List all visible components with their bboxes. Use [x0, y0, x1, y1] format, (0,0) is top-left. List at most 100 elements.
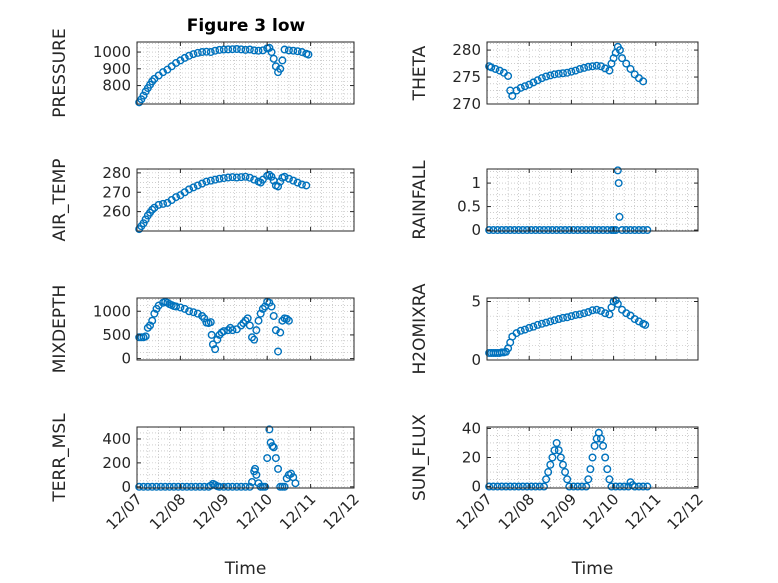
y-tick-label: 1 — [471, 174, 481, 192]
data-point — [211, 46, 220, 55]
subplot-mixdepth: 0 500 1000 MIXDEPTH — [50, 285, 355, 373]
data-point — [601, 453, 610, 462]
data-point — [148, 482, 157, 491]
data-point — [207, 330, 216, 339]
subplot-terr_msl: 0 200 400 12/07 12/08 12/09 12/10 12/11 12/12 TER… — [50, 413, 363, 579]
data-point — [141, 215, 150, 224]
data-point — [537, 319, 546, 328]
data-point — [228, 173, 237, 182]
data-point — [643, 482, 652, 491]
data-point — [485, 226, 494, 235]
data-point — [302, 181, 311, 190]
data-point — [512, 329, 521, 338]
data-point — [582, 482, 591, 491]
data-point — [561, 468, 570, 477]
y-tick-label: 1000 — [93, 43, 131, 61]
data-point — [535, 482, 544, 491]
data-point — [639, 226, 648, 235]
data-point — [211, 345, 220, 354]
data-point — [569, 482, 578, 491]
data-point — [548, 226, 557, 235]
data-point — [527, 226, 536, 235]
data-point — [141, 332, 150, 341]
x-tick-label: 12/08 — [495, 490, 538, 533]
data-point — [605, 475, 614, 484]
data-point — [571, 310, 580, 319]
data-point — [514, 482, 523, 491]
data-point — [139, 91, 148, 100]
data-point — [189, 183, 198, 192]
data-point — [284, 46, 293, 55]
y-tick-label: 200 — [102, 454, 131, 472]
x-tick-label: 12/07 — [453, 490, 496, 533]
data-point — [563, 313, 572, 322]
data-point — [276, 177, 285, 186]
data-point — [232, 482, 241, 491]
data-point — [135, 482, 144, 491]
data-point — [189, 50, 198, 59]
data-point — [525, 323, 534, 332]
data-point — [180, 304, 189, 313]
y-tick-label: 280 — [102, 164, 131, 182]
data-point — [542, 318, 551, 327]
x-tick-label: 12/09 — [189, 490, 232, 533]
data-point — [219, 45, 228, 54]
data-point — [516, 83, 525, 92]
data-point — [265, 425, 274, 434]
data-point — [523, 482, 532, 491]
data-point — [533, 320, 542, 329]
y-tick-label: 20 — [462, 449, 481, 467]
data-point — [567, 312, 576, 321]
data-point — [504, 71, 513, 80]
data-point — [193, 48, 202, 57]
grid — [136, 426, 355, 488]
data-point — [208, 340, 217, 349]
data-point — [607, 482, 616, 491]
axes-box — [136, 41, 355, 105]
y-axis-label: THETA — [410, 45, 430, 101]
y-tick-label: 400 — [102, 430, 131, 448]
data-point — [224, 173, 233, 182]
data-point — [493, 482, 502, 491]
data-point — [241, 172, 250, 181]
data-point — [588, 453, 597, 462]
data-point — [172, 302, 181, 311]
data-point — [615, 482, 624, 491]
data-point — [537, 74, 546, 83]
data-point — [185, 51, 194, 60]
y-axis-label: TERR_MSL — [50, 413, 70, 503]
y-tick-label: 40 — [462, 419, 481, 437]
data-point — [554, 69, 563, 78]
data-point — [219, 327, 228, 336]
data-point — [535, 226, 544, 235]
data-point — [575, 64, 584, 73]
data-point — [248, 333, 257, 342]
data-point — [630, 226, 639, 235]
data-point — [193, 309, 202, 318]
data-point — [573, 482, 582, 491]
data-point — [605, 66, 614, 75]
y-tick-label: 260 — [102, 203, 131, 221]
data-point — [258, 304, 267, 313]
data-point — [206, 318, 215, 327]
data-point — [601, 64, 610, 73]
data-point — [258, 175, 267, 184]
data-point — [280, 172, 289, 181]
data-point — [191, 482, 200, 491]
data-point — [622, 226, 631, 235]
data-point — [501, 482, 510, 491]
data-point — [520, 325, 529, 334]
data-point — [596, 306, 605, 315]
data-point — [565, 482, 574, 491]
data-point — [565, 226, 574, 235]
data-point — [258, 46, 267, 55]
data-point — [254, 316, 263, 325]
data-point — [544, 468, 553, 477]
data-point — [148, 205, 157, 214]
data-point — [575, 310, 584, 319]
y-tick-label: 1000 — [93, 302, 131, 320]
data-point — [293, 178, 302, 187]
data-point — [508, 91, 517, 100]
x-tick-label: 12/12 — [664, 490, 707, 533]
